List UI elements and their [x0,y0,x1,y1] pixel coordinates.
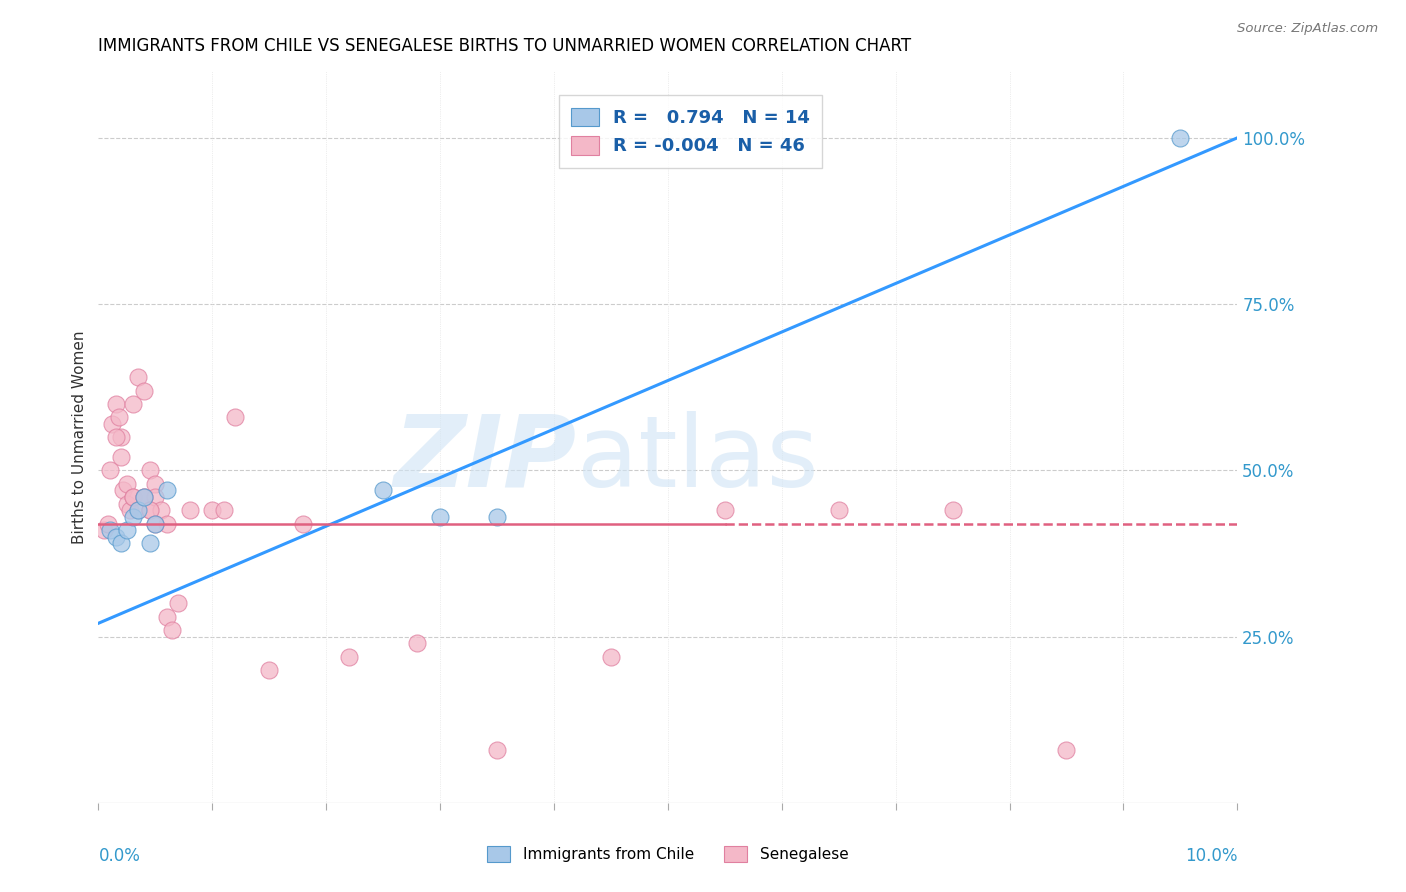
Text: IMMIGRANTS FROM CHILE VS SENEGALESE BIRTHS TO UNMARRIED WOMEN CORRELATION CHART: IMMIGRANTS FROM CHILE VS SENEGALESE BIRT… [98,37,911,54]
Point [104,397,127,411]
Point [132,490,155,504]
Point [96,516,118,531]
Point [93,523,115,537]
Point [156,609,179,624]
Point [110,450,132,464]
Point [132,490,155,504]
Text: 10.0%: 10.0% [1185,847,1237,864]
Point [108,410,131,425]
Point [1056,742,1078,756]
Y-axis label: Births to Unmarried Women: Births to Unmarried Women [72,330,87,544]
Point [104,530,127,544]
Point [110,536,132,550]
Point [138,536,160,550]
Point [162,623,184,637]
Point [120,503,142,517]
Point [127,503,149,517]
Point [115,476,138,491]
Point [212,503,235,517]
Point [145,476,167,491]
Point [132,490,155,504]
Text: 0.0%: 0.0% [98,847,141,864]
Legend: Immigrants from Chile, Senegalese: Immigrants from Chile, Senegalese [481,840,855,868]
Text: atlas: atlas [576,410,818,508]
Point [98,463,121,477]
Point [127,503,149,517]
Point [98,523,121,537]
Point [828,503,851,517]
Point [138,503,160,517]
Point [486,509,509,524]
Point [145,516,167,531]
Point [156,516,179,531]
Point [156,483,179,498]
Point [145,490,167,504]
Point [486,742,509,756]
Point [145,516,167,531]
Point [121,490,143,504]
Point [1170,131,1192,145]
Point [292,516,315,531]
Point [714,503,737,517]
Point [224,410,246,425]
Text: ZIP: ZIP [394,410,576,508]
Point [121,397,143,411]
Point [167,596,190,610]
Text: Source: ZipAtlas.com: Source: ZipAtlas.com [1237,22,1378,36]
Point [138,503,160,517]
Point [121,509,143,524]
Point [600,649,623,664]
Point [112,483,135,498]
Point [110,430,132,444]
Point [371,483,394,498]
Point [179,503,201,517]
Point [201,503,224,517]
Point [406,636,429,650]
Point [132,384,155,398]
Point [429,509,451,524]
Point [115,523,138,537]
Point [127,370,149,384]
Point [942,503,965,517]
Point [104,430,127,444]
Point [138,463,160,477]
Point [101,417,124,431]
Point [115,497,138,511]
Point [259,663,281,677]
Point [121,490,143,504]
Point [150,503,173,517]
Point [337,649,360,664]
